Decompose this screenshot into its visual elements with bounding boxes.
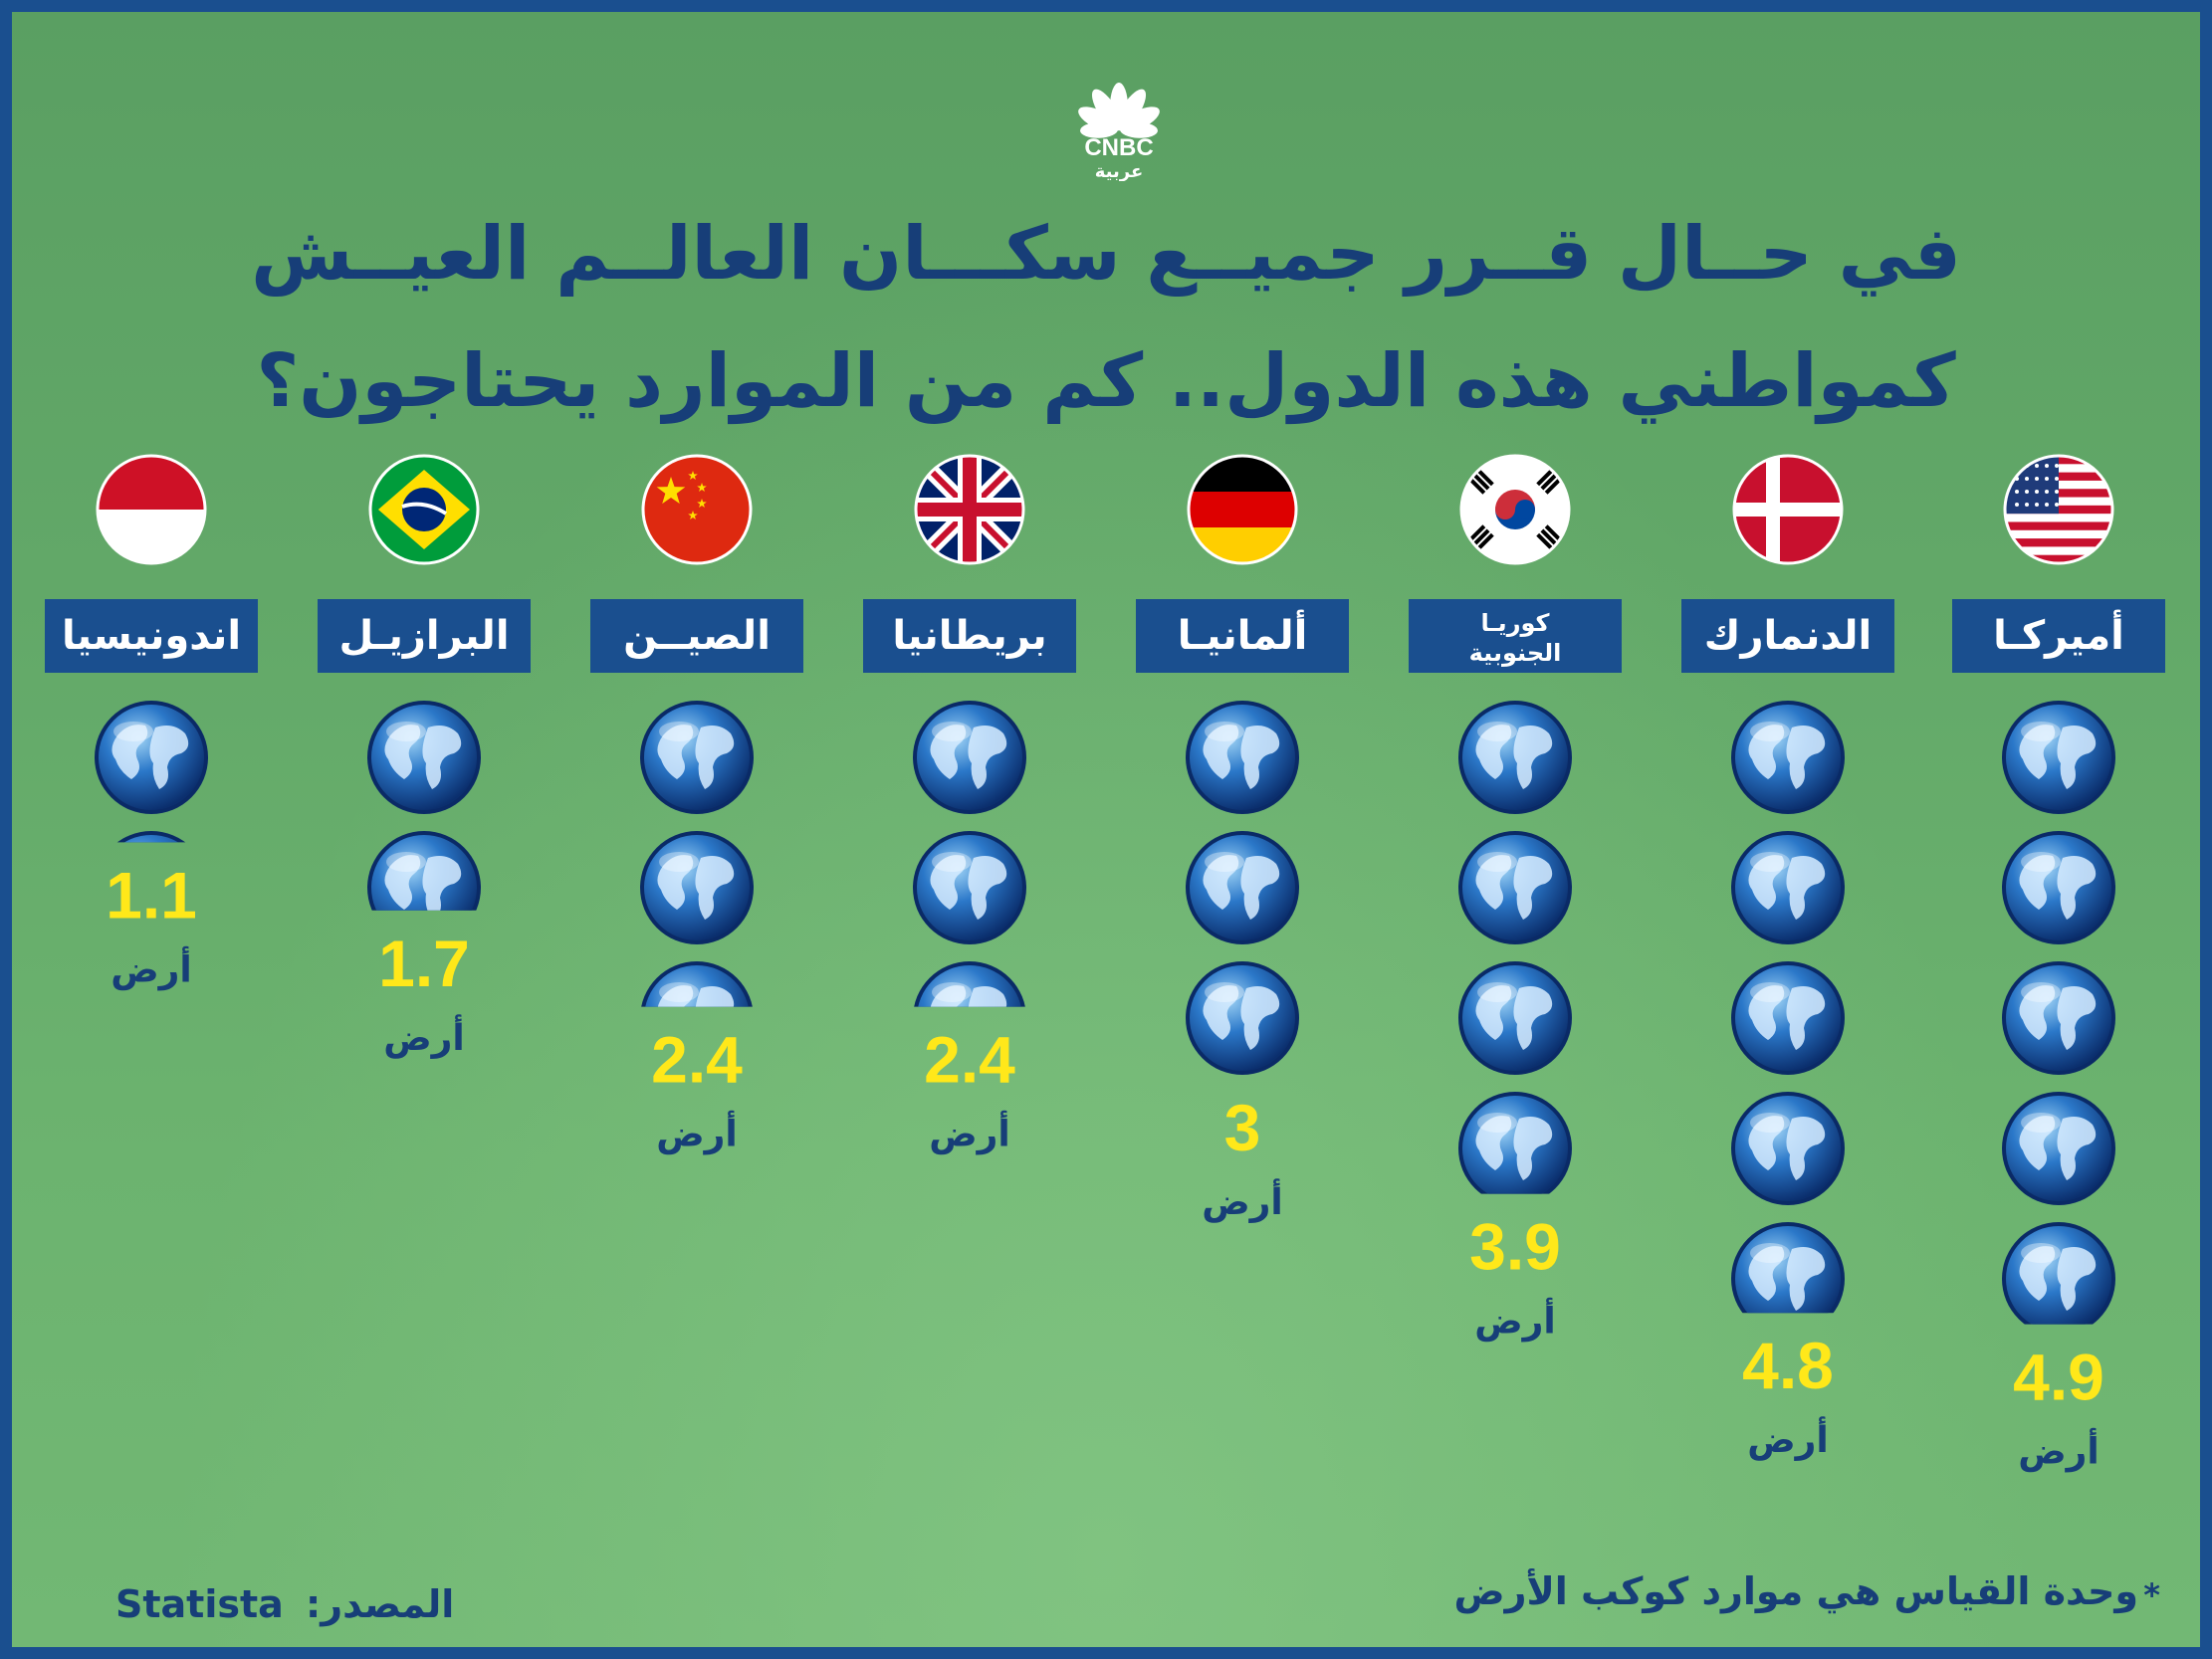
country-label-box: [1136, 599, 1349, 673]
country-label-box: [1952, 599, 2165, 673]
globe-icon: [1731, 831, 1845, 944]
flag-south-korea-icon: [1459, 454, 1571, 565]
unit-label: أرض: [1474, 1298, 1556, 1343]
country-label-box: [45, 599, 258, 673]
country-label-box: [1409, 599, 1622, 673]
unit-label: أرض: [1747, 1416, 1829, 1461]
flag-brazil-icon: [368, 454, 480, 565]
flag-indonesia-icon: [96, 454, 207, 565]
country-column: بريطانيا 2.4 أرض: [863, 454, 1076, 1155]
value-label: 4.9: [2013, 1341, 2104, 1414]
globe-icon: [1731, 961, 1845, 1075]
source-value: Statista: [115, 1582, 284, 1626]
country-column: اندونيسيا 1.1 أرض: [45, 454, 258, 990]
globe-icon: [95, 701, 208, 814]
unit-note: وحدة القياس هي موارد كوكب الأرض: [1453, 1569, 2138, 1613]
country-column: أميركـا 4.9 أرض: [1952, 454, 2165, 1473]
value-label: 1.1: [106, 858, 197, 932]
globe-icon: [2002, 831, 2115, 944]
country-column: الصيــن 2.4 أرض: [590, 454, 803, 1155]
pictogram-chart: أميركـا4.9أرضالدنمارك4.8أرضكوريـاالجنوبي…: [45, 454, 2165, 1473]
unit-label: أرض: [656, 1111, 738, 1155]
globe-icon: [1458, 831, 1572, 944]
globe-icon: [1731, 1222, 1845, 1314]
globe-icon: [640, 701, 754, 814]
country-label: الصيــن: [623, 613, 771, 659]
value-label: 2.4: [651, 1023, 743, 1097]
country-label-box: [318, 599, 531, 673]
country-label: بريطانيا: [892, 613, 1046, 659]
globe-icon: [1186, 831, 1299, 944]
country-label: أميركـا: [1993, 609, 2124, 659]
globe-icon: [1186, 701, 1299, 814]
value-label: 1.7: [378, 927, 470, 1000]
country-label-line: الجنوبية: [1469, 639, 1562, 667]
unit-label: أرض: [929, 1111, 1010, 1155]
country-label: الدنمارك: [1704, 613, 1872, 659]
globe-icon: [913, 701, 1026, 814]
value-label: 3.9: [1469, 1210, 1561, 1284]
flag-usa-icon: [2003, 454, 2114, 565]
globe-icon: [2002, 961, 2115, 1075]
country-column: البرازيـل 1.7 أرض: [318, 454, 531, 1059]
globe-icon: [1731, 1092, 1845, 1205]
globe-icon: [2002, 1222, 2115, 1325]
globe-icon: [1458, 701, 1572, 814]
value-label: 4.8: [1742, 1329, 1834, 1402]
unit-label: أرض: [1202, 1178, 1283, 1223]
country-label-box: [590, 599, 803, 673]
globe-icon: [2002, 701, 2115, 814]
globe-icon: [641, 961, 753, 1007]
unit-label: أرض: [383, 1014, 465, 1059]
logo-subtitle-text: عربية: [1095, 161, 1144, 181]
globe-icon: [1731, 701, 1845, 814]
globe-icon: [1458, 1092, 1572, 1194]
flag-uk-icon: [914, 454, 1025, 565]
globe-icon: [367, 701, 481, 814]
note-marker: *: [2143, 1576, 2160, 1614]
country-label-box: [1681, 599, 1894, 673]
globe-icon: [1186, 961, 1299, 1075]
title-line-1: في حــال قــرر جميــع سكـــان العالــم ا…: [251, 211, 1961, 297]
country-label: اندونيسيا: [62, 613, 241, 659]
unit-label: أرض: [111, 945, 192, 990]
globe-icon: [1458, 961, 1572, 1075]
unit-label: أرض: [2018, 1428, 2100, 1473]
globe-icon: [367, 831, 481, 911]
flag-china-icon: [641, 454, 753, 565]
globe-icon: [640, 831, 754, 944]
cnbc-logo: CNBC عربية: [1078, 83, 1160, 181]
globe-icon: [914, 961, 1025, 1007]
country-label: البرازيـل: [338, 613, 509, 659]
flag-denmark-icon: [1732, 454, 1844, 565]
globe-icon: [913, 831, 1026, 944]
country-label-line: كوريـا: [1480, 609, 1549, 637]
source-label: المصدر:: [306, 1582, 455, 1626]
value-label: 3: [1224, 1091, 1261, 1164]
country-label-box: [863, 599, 1076, 673]
country-label: ألمانيـا: [1178, 609, 1308, 659]
logo-brand-text: CNBC: [1084, 134, 1153, 161]
country-column: الدنمارك 4.8 أرض: [1681, 454, 1894, 1461]
globe-icon: [2002, 1092, 2115, 1205]
flag-germany-icon: [1187, 454, 1298, 565]
globe-icon: [116, 831, 186, 843]
country-column: ألمانيـا 3 أرض: [1136, 454, 1349, 1223]
value-label: 2.4: [924, 1023, 1015, 1097]
title-line-2: كمواطني هذه الدول.. كم من الموارد يحتاجو…: [256, 338, 1956, 424]
